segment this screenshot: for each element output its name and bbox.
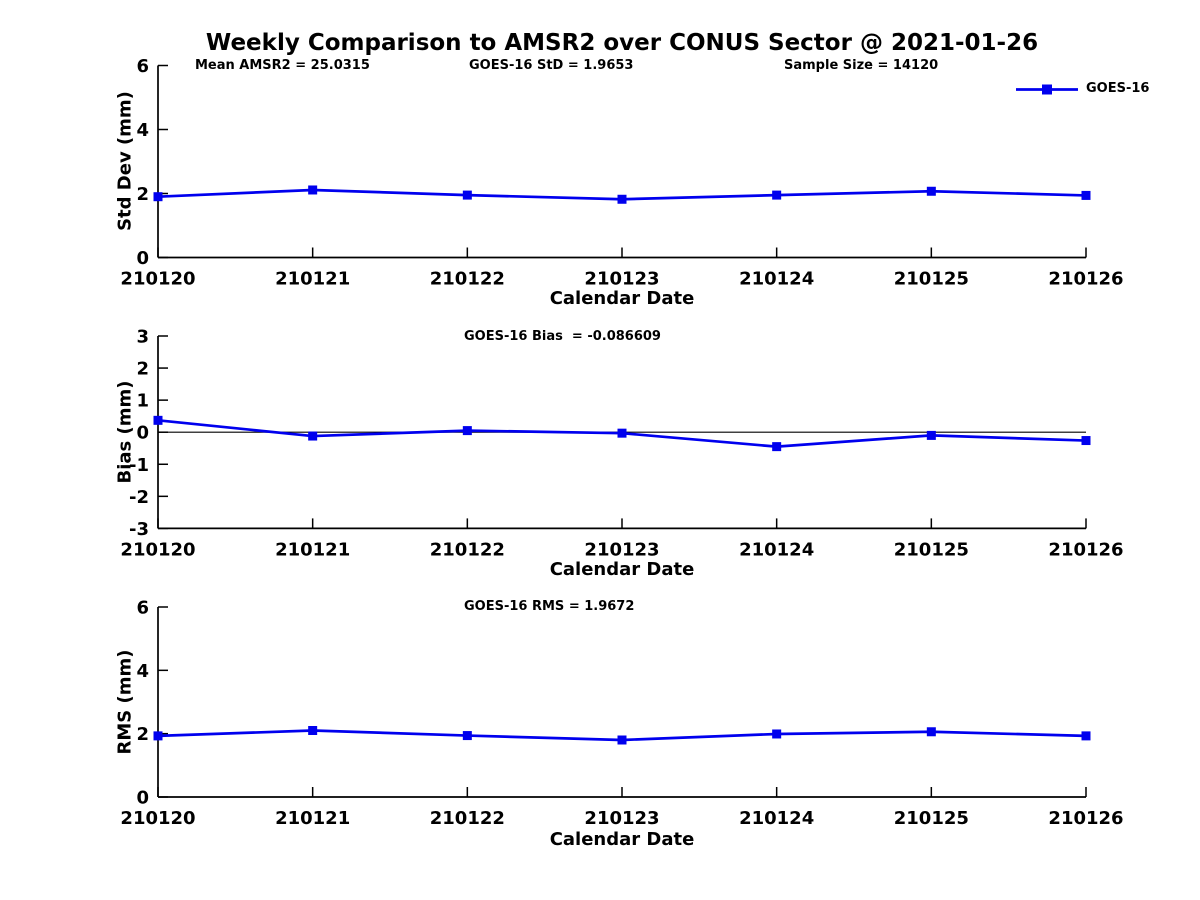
std-dev-y-tick-label: 4 (136, 120, 149, 141)
std-dev-data-point-marker (308, 185, 318, 195)
bias-y-tick-label: 2 (136, 359, 149, 380)
bias-y-tick-label: -1 (129, 455, 149, 476)
rms-x-tick-label: 210123 (584, 808, 659, 829)
rms-x-tick-label: 210124 (739, 808, 814, 829)
bias-data-point-marker (772, 442, 782, 452)
bias-x-tick-label: 210124 (739, 539, 814, 560)
rms-chart-title: GOES-16 RMS = 1.9672 (464, 599, 635, 614)
legend-marker (1042, 84, 1052, 95)
rms-y-tick-label: 2 (136, 724, 149, 745)
rms-x-tick-label: 210125 (894, 808, 969, 829)
bias-data-point-marker (1081, 436, 1091, 446)
std-dev-x-tick-label: 210125 (894, 269, 969, 290)
std-dev-y-tick-label: 0 (136, 248, 149, 269)
rms-x-tick-label: 210126 (1048, 808, 1123, 829)
rms-x-tick-label: 210120 (120, 808, 195, 829)
std-dev-data-point-marker (1081, 190, 1091, 200)
std-dev-x-tick-label: 210124 (739, 269, 814, 290)
std-dev-data-point-marker (772, 190, 782, 200)
bias-y-axis-label: Bias (mm) (114, 380, 136, 484)
bias-y-tick-label: 0 (136, 423, 149, 444)
bias-x-tick-label: 210122 (430, 539, 505, 560)
std-dev-x-tick-label: 210123 (584, 269, 659, 290)
rms-data-point-marker (462, 731, 472, 741)
rms-y-tick-label: 6 (136, 598, 149, 619)
rms-data-point-marker (1081, 731, 1091, 741)
std-dev-x-tick-label: 210126 (1048, 269, 1123, 290)
stddev-x-axis-label: Calendar Date (549, 288, 695, 309)
rms-x-tick-label: 210121 (275, 808, 350, 829)
rms-data-point-marker (926, 727, 936, 737)
std-dev-data-point-marker (617, 194, 627, 204)
bias-y-tick-label: 3 (136, 327, 149, 348)
rms-data-point-marker (772, 729, 782, 739)
std-dev-x-tick-label: 210122 (430, 269, 505, 290)
annotation-mean-amsr2: Mean AMSR2 = 25.0315 (195, 58, 370, 73)
bias-y-tick-label: -3 (129, 519, 149, 540)
bias-data-point-marker (926, 430, 936, 440)
bias-data-point-marker (617, 428, 627, 438)
std-dev-y-tick-label: 6 (136, 56, 149, 77)
bias-x-tick-label: 210123 (584, 539, 659, 560)
annotation-goes16-std: GOES-16 StD = 1.9653 (469, 58, 634, 73)
figure-title: Weekly Comparison to AMSR2 over CONUS Se… (205, 30, 1039, 56)
bias-y-tick-label: -2 (129, 487, 149, 508)
bias-y-tick-label: 1 (136, 391, 149, 412)
bias-data-point-marker (308, 431, 318, 441)
rms-x-axis-label: Calendar Date (549, 829, 695, 850)
bias-x-tick-label: 210121 (275, 539, 350, 560)
bias-x-tick-label: 210120 (120, 539, 195, 560)
bias-chart-title: GOES-16 Bias = -0.086609 (464, 329, 661, 344)
rms-data-point-marker (617, 735, 627, 745)
bias-data-point-marker (153, 415, 163, 425)
rms-data-point-marker (153, 731, 163, 741)
stddev-y-axis-label: Std Dev (mm) (114, 91, 136, 231)
std-dev-x-tick-label: 210121 (275, 269, 350, 290)
annotation-sample-size: Sample Size = 14120 (784, 58, 939, 73)
bias-x-tick-label: 210126 (1048, 539, 1123, 560)
bias-x-axis-label: Calendar Date (549, 559, 695, 580)
rms-data-point-marker (308, 726, 318, 735)
rms-y-tick-label: 0 (136, 788, 149, 809)
std-dev-data-point-marker (153, 192, 163, 202)
rms-x-tick-label: 210122 (430, 808, 505, 829)
bias-data-point-marker (462, 426, 472, 436)
std-dev-y-tick-label: 2 (136, 184, 149, 205)
rms-y-axis-label: RMS (mm) (114, 649, 136, 755)
std-dev-data-point-marker (462, 190, 472, 200)
rms-y-tick-label: 4 (136, 661, 149, 682)
std-dev-x-tick-label: 210120 (120, 269, 195, 290)
legend-label: GOES-16 (1086, 81, 1150, 96)
std-dev-data-point-marker (926, 186, 936, 196)
bias-x-tick-label: 210125 (894, 539, 969, 560)
